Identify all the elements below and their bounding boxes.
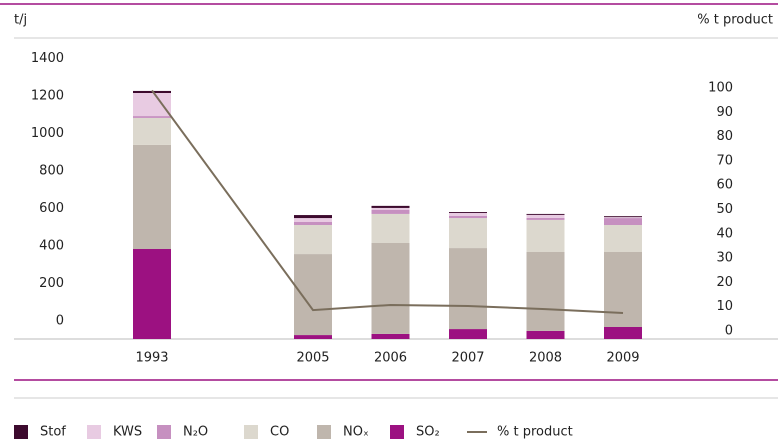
x-tick-label: 1993: [135, 351, 168, 366]
bar-segment: [449, 213, 487, 216]
y-tick-label: 1400: [31, 51, 64, 66]
bar-segment: [526, 214, 565, 218]
legend-label: NOₓ: [343, 425, 369, 440]
y-axis-title: t/j: [14, 13, 27, 28]
legend-swatch: [244, 425, 258, 439]
bar-segment: [371, 210, 410, 214]
y-tick-label: 200: [39, 276, 64, 291]
bar-segment: [133, 249, 171, 339]
bar-segment: [449, 216, 487, 219]
y2-tick-label: 30: [716, 251, 733, 266]
y2-tick-label: 80: [716, 129, 733, 144]
bar-segment: [133, 116, 171, 118]
bar-segment: [604, 327, 642, 339]
bar-segment: [371, 333, 410, 339]
y2-tick-label: 50: [716, 202, 733, 217]
y2-axis-title: % t product: [697, 13, 773, 28]
bar-segment: [526, 217, 565, 220]
y-tick-label: 1000: [31, 126, 64, 141]
legend-label: % t product: [497, 425, 573, 440]
y2-tick-label: 70: [716, 153, 733, 168]
x-tick-label: 2005: [296, 351, 329, 366]
y-tick-label: 1200: [31, 89, 64, 104]
bar-segment: [604, 252, 642, 327]
y-tick-label: 0: [56, 314, 64, 329]
bar-segment: [133, 144, 171, 249]
y2-tick-label: 60: [716, 178, 733, 193]
bar-segment: [526, 213, 565, 215]
y2-tick-label: 10: [716, 299, 733, 314]
bar-segment: [294, 215, 332, 219]
legend-swatch: [157, 425, 171, 439]
bar-segment: [449, 212, 487, 213]
bar-segment: [449, 248, 487, 330]
bar-segment: [294, 218, 332, 222]
y2-tick-label: 40: [716, 226, 733, 241]
bar-segment: [604, 216, 642, 218]
x-tick-label: 2008: [529, 351, 562, 366]
bar-segment: [449, 218, 487, 249]
bar-segment: [294, 254, 332, 336]
bar-segment: [133, 117, 171, 145]
y2-tick-label: 100: [708, 81, 733, 96]
bar-segment: [371, 205, 410, 208]
legend-label: SO₂: [416, 425, 440, 440]
legend-label: CO: [270, 425, 289, 440]
legend-swatch: [14, 425, 28, 439]
bar-segment: [294, 225, 332, 255]
legend-label: KWS: [113, 425, 142, 440]
y-tick-label: 400: [39, 239, 64, 254]
x-tick-label: 2007: [451, 351, 484, 366]
bar-segment: [526, 219, 565, 252]
y-tick-label: 800: [39, 164, 64, 179]
x-tick-label: 2006: [374, 351, 407, 366]
bar-segment: [449, 329, 487, 339]
bar-segment: [371, 207, 410, 210]
bar-segment: [371, 243, 410, 334]
y2-tick-label: 20: [716, 275, 733, 290]
x-tick-label: 2009: [606, 351, 639, 366]
legend-swatch: [87, 425, 101, 439]
legend-label: Stof: [40, 425, 66, 440]
bar-segment: [604, 225, 642, 252]
bar-segment: [526, 330, 565, 339]
legend-swatch: [390, 425, 404, 439]
bar-segment: [294, 335, 332, 339]
bar-segment: [294, 222, 332, 225]
legend-swatch: [317, 425, 331, 439]
y2-tick-label: 0: [725, 324, 733, 339]
y2-tick-label: 90: [716, 105, 733, 120]
line-series: [151, 89, 624, 315]
bar-segment: [604, 218, 642, 225]
bar-segment: [133, 93, 171, 117]
bar-segment: [526, 252, 565, 331]
bar-segment: [604, 217, 642, 219]
y-tick-label: 600: [39, 201, 64, 216]
bar-segment: [371, 213, 410, 243]
legend-label: N₂O: [183, 425, 208, 440]
